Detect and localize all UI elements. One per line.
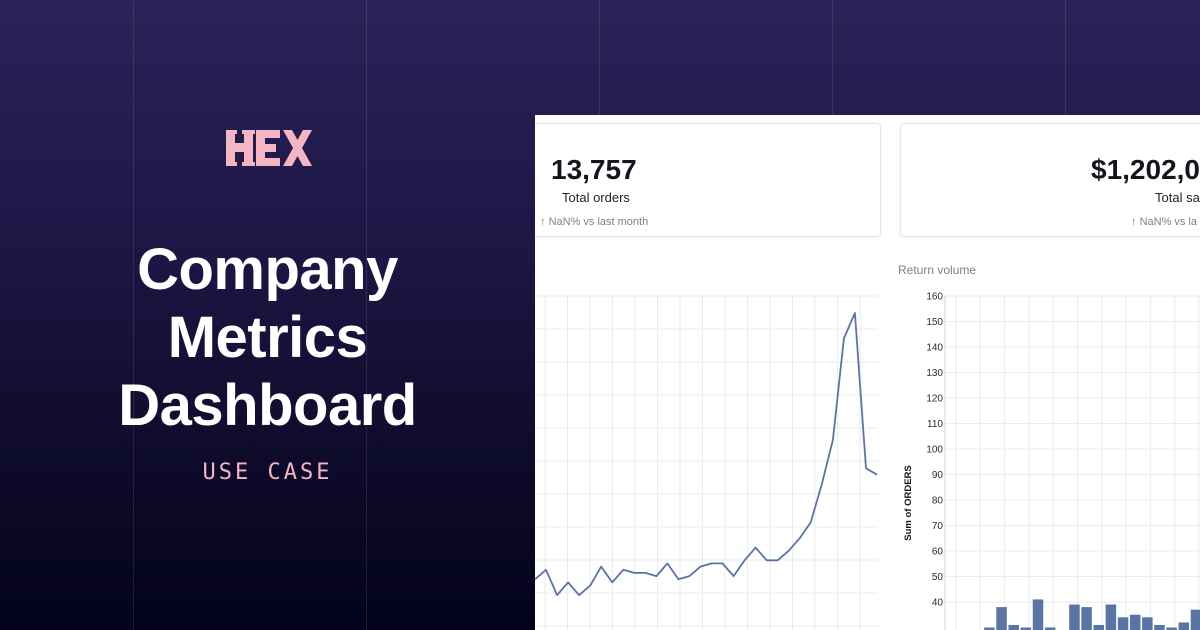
y-tick-label: 100 [926,445,943,456]
bar [1129,614,1141,630]
hero-title-line: Company [137,237,398,302]
metric-label: Total sa [1155,190,1200,205]
y-tick-label: 130 [926,368,943,379]
arrow-up-icon: ↑ [540,216,546,228]
bar [1190,609,1200,630]
line-chart [535,295,878,630]
line-series [535,312,878,597]
metric-change-text: NaN% vs la [1139,216,1198,228]
y-tick-label: 90 [932,470,944,481]
y-axis-label: Sum of ORDERS [903,465,914,540]
metric-change: ↑ NaN% vs last month [540,216,648,228]
metric-card-total-sales: $1,202,0 Total sa ↑ NaN% vs la [900,123,1200,237]
bar [1166,627,1177,630]
metric-label: Total orders [562,190,630,205]
y-tick-label: 50 [932,572,944,583]
y-tick-label: 60 [932,547,944,558]
y-tick-label: 80 [932,496,944,507]
hero-title-line: Dashboard [118,373,417,438]
bar-chart: 160 150 140 130 120 110 100 90 80 70 60 50 40 Sum of … [903,292,1200,630]
background-grid-line [133,0,134,630]
y-tick-label: 40 [932,598,944,609]
charts-area: 160 150 140 130 120 110 100 90 80 70 60 50 40 Sum of … [535,292,1200,630]
y-tick-label: 150 [926,317,943,328]
bar [1020,627,1032,630]
metric-change-text: NaN% vs last month [548,216,649,228]
hex-logo-wordmark [226,130,312,166]
bar [1081,607,1092,630]
hex-logo [226,130,312,166]
metric-value: 13,757 [551,154,637,185]
use-case-label: USE CASE [202,460,333,485]
bar [1117,617,1129,630]
bar [996,607,1007,630]
y-tick-label: 160 [926,292,943,303]
metric-value: $1,202,0 [1091,154,1200,185]
metric-card-total-orders: 13,757 Total orders ↑ NaN% vs last month [535,123,881,237]
hero-title: Company Metrics Dashboard [80,236,455,440]
y-tick-label: 110 [927,419,943,430]
bar [1032,599,1044,630]
y-tick-label: 120 [926,394,943,405]
bar [1069,604,1080,630]
bar [1008,624,1019,630]
metric-change: ↑ NaN% vs la [1131,216,1197,228]
y-tick-label: 70 [932,521,944,532]
arrow-up-icon: ↑ [1131,216,1137,228]
bar [1154,624,1165,630]
chart-title-return-volume: Return volume [898,263,977,277]
bar [1044,627,1056,630]
bar [1142,617,1153,630]
bar [1093,624,1104,630]
bar [1105,604,1117,630]
bar [984,627,995,630]
background-grid-line [366,0,367,630]
y-tick-label: 140 [926,343,943,354]
hero-title-line: Metrics [167,305,368,370]
dashboard-preview: 13,757 Total orders ↑ NaN% vs last month… [535,115,1200,630]
bar [1178,622,1190,630]
